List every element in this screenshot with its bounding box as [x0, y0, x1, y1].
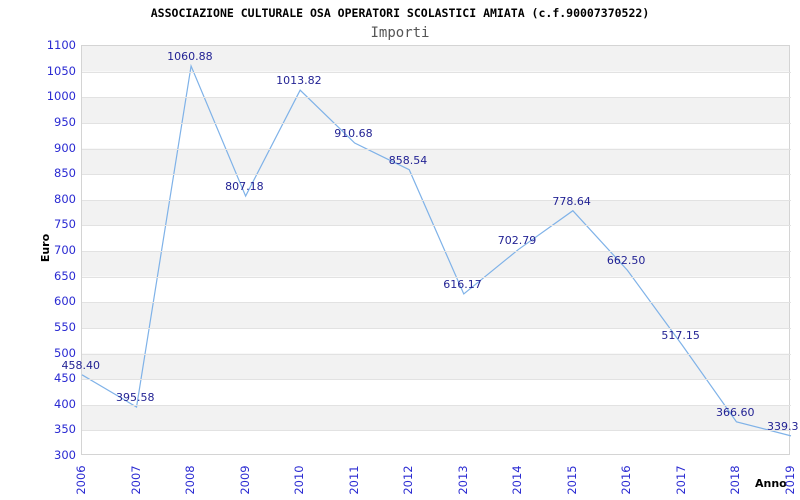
x-tick-label: 2019: [783, 465, 797, 495]
y-tick-label: 800: [54, 191, 76, 206]
x-tick-label: 2010: [292, 465, 307, 495]
data-point-label: 1060.88: [167, 50, 213, 64]
y-tick-label: 550: [54, 319, 76, 334]
gridline: [82, 379, 791, 381]
gridline: [82, 327, 791, 329]
data-point-label: 458.40: [61, 358, 101, 372]
y-tick-label: 1100: [46, 38, 76, 52]
data-point-label: 395.58: [116, 391, 155, 405]
x-tick-label: 2006: [74, 465, 88, 495]
plot-area: [81, 45, 792, 455]
y-tick-label: 750: [54, 217, 76, 232]
x-tick-label: 2017: [673, 465, 688, 495]
y-tick-label: 700: [54, 243, 76, 257]
data-point-label: 616.17: [443, 277, 482, 291]
y-tick-label: 1050: [46, 63, 76, 78]
y-tick-label: 300: [54, 448, 76, 462]
x-tick-label: 2012: [401, 465, 416, 495]
series-polyline: [81, 63, 792, 437]
gridline: [82, 225, 791, 227]
y-tick-label: 350: [54, 422, 76, 437]
y-tick-label: 400: [54, 396, 76, 411]
y-tick-label: 950: [54, 114, 76, 129]
y-tick-label: 850: [54, 166, 76, 181]
gridline: [82, 276, 791, 278]
series-line: [81, 63, 792, 437]
gridline: [82, 302, 791, 304]
data-point-label: 702.79: [497, 233, 537, 247]
x-tick-label: 2009: [237, 465, 252, 495]
data-point-label: 778.64: [552, 194, 591, 208]
gridline: [82, 199, 791, 201]
gridline: [82, 122, 791, 124]
y-tick-label: 600: [54, 294, 76, 309]
x-tick-label: 2007: [128, 465, 143, 495]
data-point-label: 807.18: [225, 180, 264, 194]
data-point-label: 662.50: [606, 254, 646, 268]
gridline: [82, 251, 791, 252]
gridline: [82, 71, 791, 73]
x-tick-label: 2018: [728, 465, 743, 495]
x-axis-title: Anno: [755, 477, 787, 490]
y-tick-label: 450: [54, 371, 76, 386]
gridline: [82, 353, 791, 355]
y-tick-label: 900: [54, 140, 76, 155]
gridline: [82, 97, 791, 99]
y-tick-label: 1000: [46, 89, 76, 104]
y-tick-label: 500: [54, 345, 76, 360]
x-tick-label: 2013: [455, 465, 470, 495]
gridline: [82, 148, 791, 150]
gridline: [82, 174, 791, 176]
data-point-label: 1013.82: [276, 74, 322, 88]
x-tick-label: 2015: [564, 465, 579, 495]
chart-subtitle: Importi: [370, 25, 430, 41]
chart-title: ASSOCIAZIONE CULTURALE OSA OPERATORI SCO…: [150, 6, 650, 20]
data-point-label: 517.15: [661, 328, 700, 342]
data-point-label: 366.60: [715, 405, 755, 419]
gridline: [82, 430, 791, 432]
x-tick-label: 2011: [346, 465, 361, 495]
x-tick-label: 2008: [183, 465, 198, 495]
data-point-label: 339.3: [767, 419, 799, 433]
x-tick-label: 2016: [619, 465, 634, 495]
data-point-label: 858.54: [388, 153, 428, 167]
data-point-label: 910.68: [334, 127, 373, 141]
y-tick-label: 650: [54, 268, 76, 283]
gridline: [82, 404, 791, 406]
x-tick-label: 2014: [510, 465, 525, 495]
